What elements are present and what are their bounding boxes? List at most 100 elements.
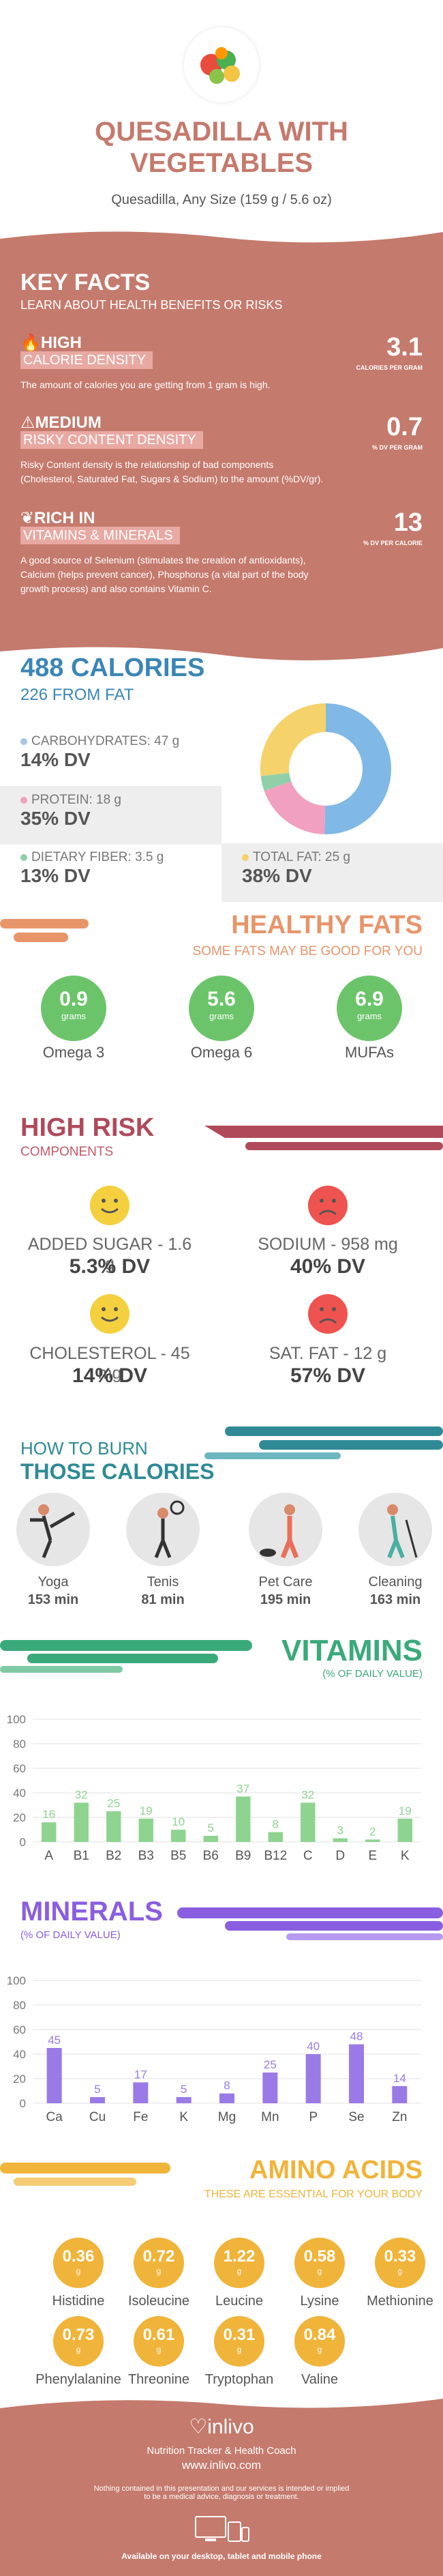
amino-bubble: 1.22 g — [214, 2238, 264, 2288]
bar-b2 — [106, 1811, 121, 1842]
amino-label: Methionine — [367, 2294, 433, 2309]
calories-title: 488 CALORIES — [20, 654, 205, 682]
donut-slice-total-fat — [260, 703, 326, 776]
bar-value-label: 32 — [301, 1788, 314, 1801]
high-risk-decoration — [204, 1126, 443, 1150]
amino-label: Isoleucine — [127, 2294, 190, 2309]
pet-care-icon — [249, 1493, 322, 1566]
exercise-label: Tenis — [147, 1575, 179, 1590]
bar-value-label: 16 — [42, 1808, 55, 1821]
bar-value-label: 25 — [107, 1797, 120, 1810]
heart-icon: ♡ — [189, 2416, 208, 2438]
amino-bubble: 0.73 g — [53, 2316, 104, 2367]
cleaning-icon — [358, 1493, 432, 1566]
donut-slice-protein — [264, 781, 326, 834]
sad-face-icon — [308, 1294, 348, 1334]
y-tick-label: 100 — [7, 1974, 26, 1987]
sad-face-icon — [308, 1186, 348, 1225]
fact-description: Risky Content density is the relationshi… — [20, 459, 324, 484]
donut-slice-dietary-fiber — [260, 772, 292, 791]
bar-b6 — [203, 1836, 218, 1842]
bar-value-label: 3 — [337, 1824, 343, 1837]
leaf-icon: ❦ — [20, 509, 35, 527]
bar-value-label: 5 — [208, 1821, 214, 1834]
amino-bubble: 0.33 g — [375, 2238, 425, 2288]
risk-cholesterol-label: CHOLESTEROL - 45 mg — [29, 1344, 190, 1383]
amino-label: Tryptophan — [204, 2372, 274, 2387]
fact-calorie-density: 🔥HIGH CALORIE DENSITY 3.1 CALORIES PER G… — [20, 333, 423, 392]
amino-label: Lysine — [300, 2294, 339, 2309]
bar-value-label: 2 — [369, 1825, 376, 1838]
y-tick-label: 40 — [13, 1787, 26, 1800]
x-tick-label: B6 — [203, 1849, 219, 1863]
bar-c — [301, 1802, 316, 1842]
macro-donut-chart — [260, 703, 391, 834]
bar-zn — [392, 2085, 408, 2103]
legend-dot — [20, 737, 27, 745]
bar-b1 — [74, 1802, 89, 1842]
fact-vitamins-minerals: ❦RICH IN VITAMINS & MINERALS 13 % DV PER… — [20, 508, 423, 596]
mufas-label: MUFAs — [344, 1044, 395, 1061]
bar-value-label: 48 — [350, 2030, 363, 2043]
bar-mn — [262, 2073, 278, 2103]
devices-icon — [193, 2514, 250, 2545]
exercise-label: Cleaning — [368, 1575, 423, 1590]
risk-added-sugar-label: ADDED SUGAR - 1.6 g — [27, 1235, 192, 1274]
donut-slice-carbohydrates — [324, 703, 391, 834]
bar-value-label: 5 — [94, 2083, 100, 2096]
amino-bubble: 0.72 g — [134, 2238, 184, 2288]
fact-risky-content: ⚠MEDIUM RISKY CONTENT DENSITY 0.7 % DV P… — [20, 413, 423, 486]
bar-p — [305, 2054, 321, 2103]
amino-label: Phenylalanine — [35, 2372, 121, 2387]
bar-fe — [133, 2082, 149, 2103]
fact-description: The amount of calories you are getting f… — [20, 379, 271, 390]
happy-face-icon — [90, 1186, 129, 1225]
y-tick-label: 20 — [13, 2073, 26, 2085]
omega3-bubble: 0.9 grams — [41, 976, 106, 1041]
exercise-label: Pet Care — [258, 1575, 313, 1590]
vegetables-icon — [200, 47, 240, 84]
amino-bubble: 0.36 g — [53, 2238, 104, 2288]
fact-unit: % DV PER GRAM — [371, 444, 423, 451]
tennis-icon — [126, 1493, 200, 1566]
amino-label: Histidine — [52, 2294, 105, 2309]
bar-value-label: 19 — [140, 1804, 153, 1817]
bar-ca — [46, 2048, 62, 2103]
bar-value-label: 19 — [399, 1804, 412, 1817]
fact-unit: CALORIES PER GRAM — [356, 364, 423, 371]
amino-bubble: 0.58 g — [294, 2238, 345, 2288]
high-risk-subtitle: COMPONENTS — [20, 1145, 114, 1159]
bar-value-label: 8 — [224, 2079, 230, 2092]
exercise-minutes: 81 min — [141, 1592, 185, 1607]
bar-se — [349, 2044, 364, 2103]
x-tick-label: Fe — [133, 2110, 148, 2124]
fact-unit: % DV PER CALORIE — [363, 540, 423, 546]
fact-value: 0.7 — [386, 413, 423, 441]
minerals-decoration — [177, 1907, 443, 1940]
exercise-minutes: 163 min — [369, 1592, 421, 1607]
flame-icon: 🔥 — [20, 334, 41, 352]
bar-value-label: 17 — [134, 2068, 147, 2081]
bar-k — [176, 2097, 192, 2103]
bar-k — [397, 1818, 412, 1842]
macro-protein-row: PROTEIN: 18 g 35% DV — [0, 786, 222, 845]
fact-tag: CALORIE DENSITY — [20, 351, 153, 369]
happy-face-icon — [90, 1294, 129, 1334]
bar-value-label: 8 — [273, 1818, 279, 1831]
bar-b12 — [268, 1832, 283, 1842]
vitamins-subtitle: (% OF DAILY VALUE) — [322, 1668, 423, 1680]
x-tick-label: Mn — [261, 2110, 279, 2124]
y-tick-label: 20 — [13, 1811, 26, 1824]
bar-value-label: 14 — [393, 2072, 406, 2085]
footer-url[interactable]: www.inlivo.com — [181, 2459, 262, 2472]
high-risk-title: HIGH RISK — [20, 1113, 155, 1142]
yoga-icon — [16, 1493, 90, 1566]
macro-label: PROTEIN: 18 g — [20, 793, 222, 808]
vitamins-decoration — [0, 1640, 252, 1673]
y-tick-label: 40 — [13, 2048, 26, 2061]
risk-cholesterol-dv: 14% DV — [72, 1364, 148, 1387]
footer-tagline: Nutrition Tracker & Health Coach — [147, 2445, 296, 2457]
risk-sodium-label: SODIUM - 958 mg — [258, 1235, 398, 1254]
bar-b5 — [171, 1830, 186, 1842]
exercise-minutes: 153 min — [27, 1592, 79, 1607]
